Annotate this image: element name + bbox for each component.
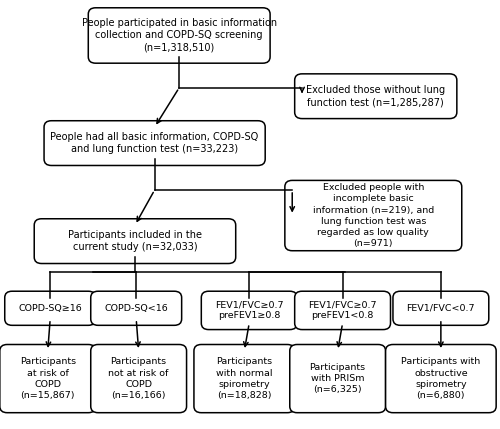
FancyBboxPatch shape [202,291,297,329]
Text: FEV1/FVC<0.7: FEV1/FVC<0.7 [406,304,475,313]
Text: FEV1/FVC≥0.7
preFEV1<0.8: FEV1/FVC≥0.7 preFEV1<0.8 [308,300,377,320]
FancyBboxPatch shape [386,344,496,413]
Text: People participated in basic information
collection and COPD-SQ screening
(n=1,3: People participated in basic information… [82,18,277,53]
FancyBboxPatch shape [4,291,96,325]
FancyBboxPatch shape [393,291,489,325]
Text: COPD-SQ<16: COPD-SQ<16 [104,304,168,313]
FancyBboxPatch shape [290,344,386,413]
FancyBboxPatch shape [294,74,457,118]
FancyBboxPatch shape [285,181,462,251]
Text: Participants
at risk of
COPD
(n=15,867): Participants at risk of COPD (n=15,867) [20,357,76,400]
Text: People had all basic information, COPD-SQ
and lung function test (n=33,223): People had all basic information, COPD-S… [50,132,258,154]
Text: Participants
with PRISm
(n=6,325): Participants with PRISm (n=6,325) [310,363,366,394]
Text: Excluded people with
incomplete basic
information (n=219), and
lung function tes: Excluded people with incomplete basic in… [312,183,434,248]
FancyBboxPatch shape [34,219,235,263]
Text: Participants with
obstructive
spirometry
(n=6,880): Participants with obstructive spirometry… [401,357,480,400]
FancyBboxPatch shape [90,291,182,325]
Text: FEV1/FVC≥0.7
preFEV1≥0.8: FEV1/FVC≥0.7 preFEV1≥0.8 [215,300,284,320]
FancyBboxPatch shape [0,344,96,413]
Text: Participants
with normal
spirometry
(n=18,828): Participants with normal spirometry (n=1… [216,357,272,400]
FancyBboxPatch shape [194,344,294,413]
FancyBboxPatch shape [44,121,265,166]
FancyBboxPatch shape [90,344,186,413]
Text: Excluded those without lung
function test (n=1,285,287): Excluded those without lung function tes… [306,85,446,107]
Text: COPD-SQ≥16: COPD-SQ≥16 [18,304,82,313]
FancyBboxPatch shape [294,291,390,329]
FancyBboxPatch shape [88,8,270,63]
Text: Participants included in the
current study (n=32,033): Participants included in the current stu… [68,230,202,252]
Text: Participants
not at risk of
COPD
(n=16,166): Participants not at risk of COPD (n=16,1… [108,357,169,400]
